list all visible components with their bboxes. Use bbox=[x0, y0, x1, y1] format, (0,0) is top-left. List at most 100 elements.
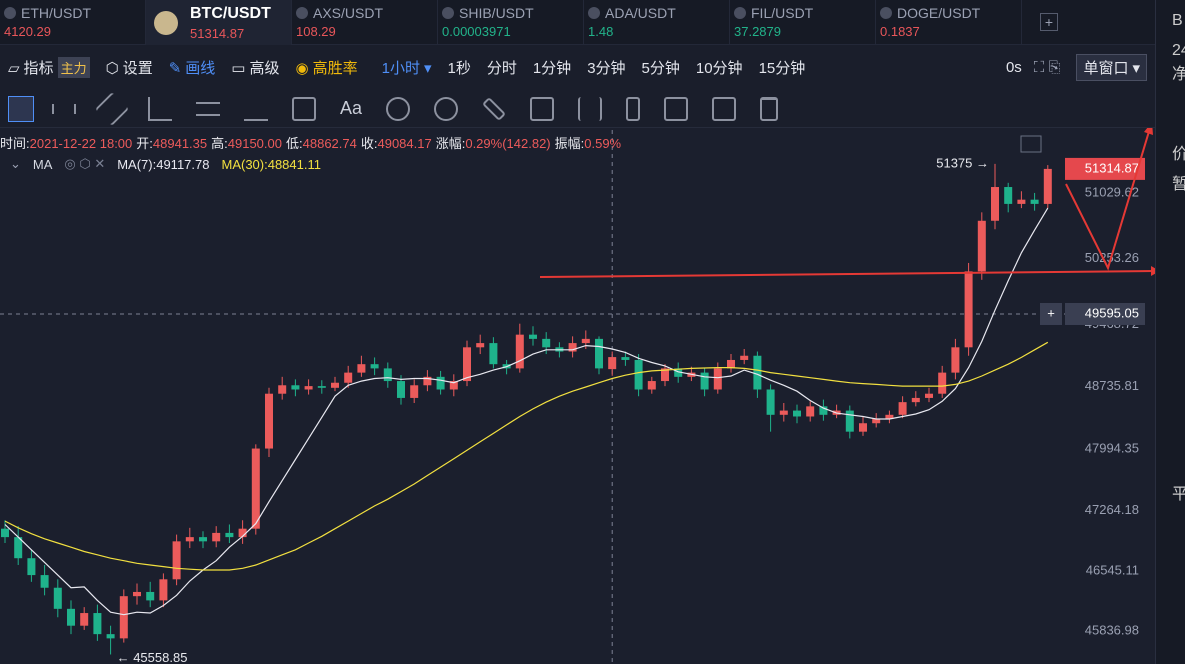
candle-body bbox=[779, 410, 788, 415]
pen-tool[interactable] bbox=[530, 96, 555, 121]
panel-text: 暂 bbox=[1172, 176, 1185, 193]
candle-body bbox=[647, 381, 656, 390]
candle-body bbox=[291, 385, 300, 390]
ticker-price: 4120.29 bbox=[4, 23, 51, 39]
candle-body bbox=[740, 355, 749, 360]
interval[interactable]: 15分钟 bbox=[758, 60, 806, 77]
candle-body bbox=[172, 541, 181, 580]
interval-active[interactable]: 1小时 ▾ bbox=[382, 57, 432, 78]
candle-body bbox=[476, 343, 485, 348]
info-value: 49084.17 bbox=[377, 136, 432, 151]
info-key: 时间: bbox=[0, 136, 30, 151]
ticker[interactable]: AXS/USDT 108.29 bbox=[292, 0, 438, 45]
candle-body bbox=[674, 368, 683, 377]
eraser-tool[interactable] bbox=[386, 96, 411, 121]
candle-body bbox=[93, 613, 102, 635]
measure-tool[interactable] bbox=[292, 96, 316, 121]
indicator: 指标 bbox=[23, 60, 54, 77]
candle-body bbox=[146, 591, 155, 601]
panel-text: 净 bbox=[1172, 66, 1185, 83]
settings-btn[interactable]: ⬡ 设置 bbox=[106, 57, 153, 78]
candle-body bbox=[423, 376, 432, 386]
candle-body bbox=[911, 397, 920, 403]
interval[interactable]: 1分钟 bbox=[532, 60, 572, 77]
settings: 设置 bbox=[122, 60, 153, 77]
ticker[interactable]: SHIB/USDT 0.00003971 bbox=[438, 0, 584, 45]
candle-tool[interactable] bbox=[578, 96, 603, 121]
info-key: 收: bbox=[360, 136, 378, 151]
candle-info: 时间:2021-12-22 18:00 开:48941.35 高:49150.00 低… bbox=[0, 133, 625, 152]
candle-body bbox=[1004, 187, 1013, 204]
candle-body bbox=[80, 613, 89, 626]
draw-btn[interactable]: ✎ 画线 bbox=[169, 57, 216, 78]
fullscreen-icons[interactable]: ⛶ ⎘ bbox=[1033, 59, 1061, 76]
interval[interactable]: 3分钟 bbox=[587, 60, 626, 77]
candle-body bbox=[489, 343, 498, 365]
draw: 画线 bbox=[185, 60, 216, 77]
winrate-btn[interactable]: ◉ 高胜率 bbox=[296, 57, 358, 78]
add-ticker[interactable]: + bbox=[1040, 13, 1058, 31]
ticker[interactable]: BTC/USDT 51314.87 bbox=[146, 0, 292, 45]
interval[interactable]: 10分钟 bbox=[695, 60, 743, 77]
interval[interactable]: 1秒 bbox=[447, 60, 471, 77]
candle-body bbox=[938, 372, 947, 394]
interval[interactable]: 分时 bbox=[486, 60, 517, 77]
angle-tool[interactable] bbox=[148, 96, 172, 121]
advanced-btn[interactable]: ▭ 高级 bbox=[231, 57, 279, 78]
candle-body bbox=[463, 347, 471, 382]
ticker[interactable]: FIL/USDT 37.2879 bbox=[730, 0, 876, 45]
ticker[interactable]: ADA/USDT 1.48 bbox=[584, 0, 730, 45]
ruler-tool[interactable] bbox=[482, 96, 507, 121]
y-tick-label: 51029.62 bbox=[1085, 184, 1139, 199]
y-tick-label: 48735.81 bbox=[1085, 378, 1139, 393]
candle-body bbox=[159, 579, 168, 601]
indicator-btn[interactable]: ▱ 指标 bbox=[8, 57, 54, 78]
candle-body bbox=[410, 385, 419, 398]
candle-body bbox=[436, 376, 445, 390]
delete-tool[interactable] bbox=[760, 96, 779, 121]
info-key: 高: bbox=[211, 136, 228, 151]
candle-body bbox=[700, 372, 709, 390]
y-tick-label: 47264.18 bbox=[1085, 502, 1139, 517]
ticker-price: 1.48 bbox=[588, 23, 614, 39]
winrate: 高胜率 bbox=[312, 60, 358, 77]
ticker-pair: AXS/USDT bbox=[313, 4, 384, 21]
ticker-bar: ETH/USDT 4120.29 BTC/USDT 51314.87 AXS/USDT 1… bbox=[0, 0, 1155, 45]
ma-legend-item: MA(30):48841.11 bbox=[221, 156, 321, 172]
window-btn[interactable]: 单窗口 ▾ bbox=[1076, 54, 1147, 81]
candle-body bbox=[859, 423, 867, 432]
last-price-label: 51314.87 bbox=[1085, 160, 1139, 175]
ticker[interactable]: DOGE/USDT 0.1837 bbox=[876, 0, 1022, 45]
candle-body bbox=[251, 448, 260, 529]
copy-tool[interactable] bbox=[664, 96, 689, 121]
crosshair-price: 49595.05 bbox=[1085, 305, 1139, 320]
candle-body bbox=[595, 338, 603, 369]
lock-tool[interactable] bbox=[626, 96, 641, 121]
magnet-tool[interactable] bbox=[434, 96, 459, 121]
interval[interactable]: 5分钟 bbox=[641, 60, 680, 77]
candle-body bbox=[806, 406, 815, 417]
ticker[interactable]: ETH/USDT 4120.29 bbox=[0, 0, 146, 45]
line-tool[interactable] bbox=[52, 103, 76, 114]
panel-text: B bbox=[1172, 12, 1183, 29]
crosshair-tool[interactable] bbox=[8, 95, 34, 122]
y-tick-label: 46545.11 bbox=[1086, 563, 1139, 578]
edit-tool[interactable] bbox=[712, 96, 737, 121]
candle-body bbox=[304, 386, 313, 390]
wave-tool[interactable] bbox=[244, 97, 268, 121]
candle-body bbox=[845, 410, 854, 432]
main-badge[interactable]: 主力 bbox=[57, 57, 90, 78]
ma-icons[interactable]: ◎ ⬡ ✕ bbox=[64, 156, 106, 171]
candle-body bbox=[991, 187, 999, 221]
text-tool[interactable]: Aa bbox=[340, 98, 363, 118]
candle-body bbox=[898, 402, 907, 415]
fib-tool[interactable] bbox=[196, 101, 220, 116]
channel-tool[interactable] bbox=[95, 91, 129, 126]
ma-line bbox=[4, 207, 1049, 616]
candle-body bbox=[357, 364, 366, 373]
candle-body bbox=[1030, 199, 1039, 204]
ticker-price: 0.1837 bbox=[880, 23, 920, 39]
info-value: 0.29%(142.82) bbox=[465, 136, 551, 151]
annotation-arrow bbox=[1151, 266, 1155, 276]
candle-body bbox=[370, 364, 379, 369]
